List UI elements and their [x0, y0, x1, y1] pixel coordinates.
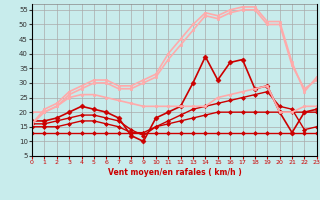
X-axis label: Vent moyen/en rafales ( km/h ): Vent moyen/en rafales ( km/h ) [108, 168, 241, 177]
